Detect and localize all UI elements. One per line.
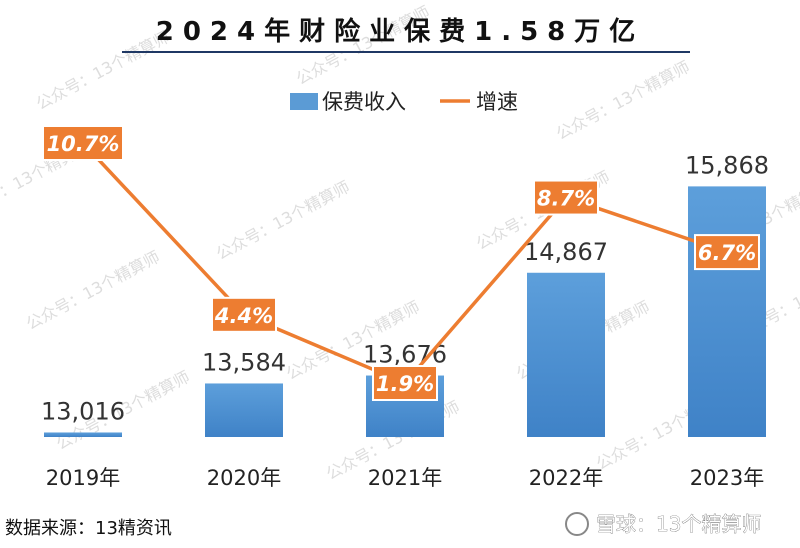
growth-value-label: 4.4% (214, 304, 273, 328)
growth-point (42, 125, 124, 161)
brand-label: 雪球：13个精算师 (596, 512, 761, 536)
category-label: 2021年 (368, 466, 442, 490)
category-label: 2020年 (207, 466, 281, 490)
bar-series: 13,016 13,584 13,676 14,867 15,868 (41, 151, 769, 437)
watermark-text: 公众号：13个精算师 (213, 177, 353, 263)
category-label: 2023年 (690, 466, 764, 490)
legend-bar-swatch (290, 93, 318, 110)
growth-point (694, 234, 760, 271)
bar-value-label: 14,867 (524, 238, 608, 266)
bar (205, 383, 283, 437)
bar-value-label: 13,584 (202, 348, 286, 376)
bar (44, 432, 122, 437)
brand-logo: 雪球：13个精算师 (565, 512, 762, 536)
category-label: 2022年 (529, 466, 603, 490)
watermark-text: 公众号：13个精算师 (553, 57, 693, 143)
bar-value-label: 15,868 (685, 151, 769, 179)
watermark-text: 公众号：13个精算师 (23, 247, 163, 333)
category-label: 2019年 (46, 466, 120, 490)
watermark-text: 公众号：13个精算师 (33, 27, 173, 113)
growth-point (211, 296, 277, 333)
bar-value-label: 13,016 (41, 397, 125, 425)
growth-value-label: 6.7% (698, 241, 756, 265)
legend: 保费收入 增速 (290, 90, 518, 114)
growth-point (372, 365, 438, 401)
bar-value-label: 13,676 (363, 341, 447, 369)
snowball-icon (565, 512, 589, 536)
legend-bar-label: 保费收入 (322, 90, 406, 114)
chart-title: 2024年财险业保费1.58万亿 (156, 16, 645, 47)
growth-value-label: 10.7% (47, 132, 120, 156)
growth-point (533, 179, 599, 216)
category-axis: 2019年 2020年 2021年 2022年 2023年 (46, 466, 764, 490)
bar (688, 186, 766, 437)
bar (527, 272, 605, 437)
growth-line-series: 10.7% 4.4% 1.9% 8.7% 6.7% (42, 125, 760, 401)
growth-value-label: 1.9% (376, 372, 434, 396)
source-note: 数据来源：13精资讯 (5, 518, 172, 539)
growth-value-label: 8.7% (537, 187, 595, 211)
legend-line-label: 增速 (476, 90, 518, 114)
